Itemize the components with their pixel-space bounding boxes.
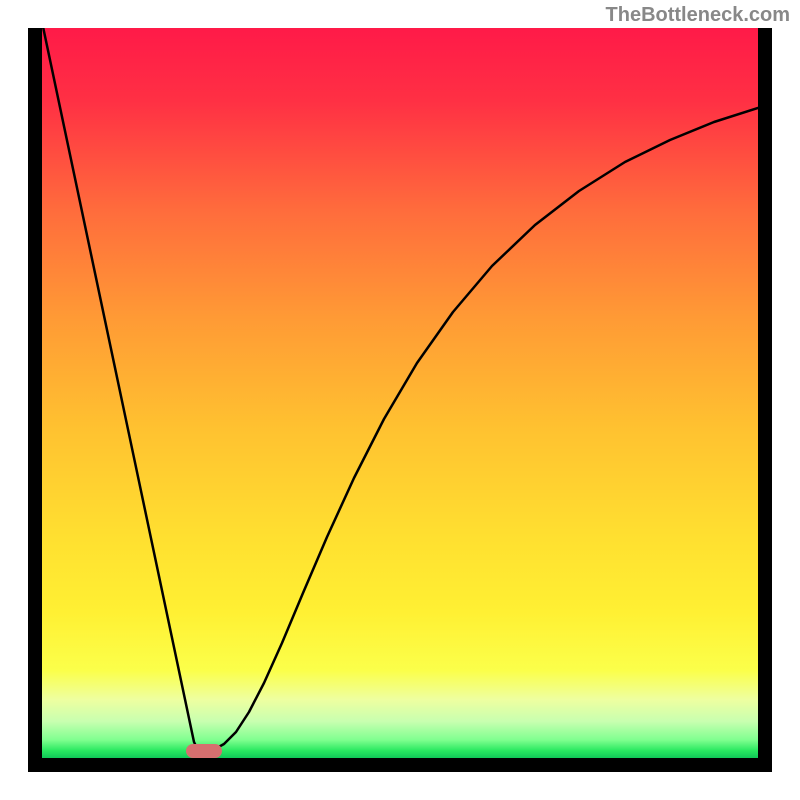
plot-area xyxy=(42,28,758,758)
optimum-marker xyxy=(186,744,222,758)
watermark-text: TheBottleneck.com xyxy=(606,4,790,27)
bottleneck-curve xyxy=(42,28,758,758)
chart-frame xyxy=(28,28,772,772)
